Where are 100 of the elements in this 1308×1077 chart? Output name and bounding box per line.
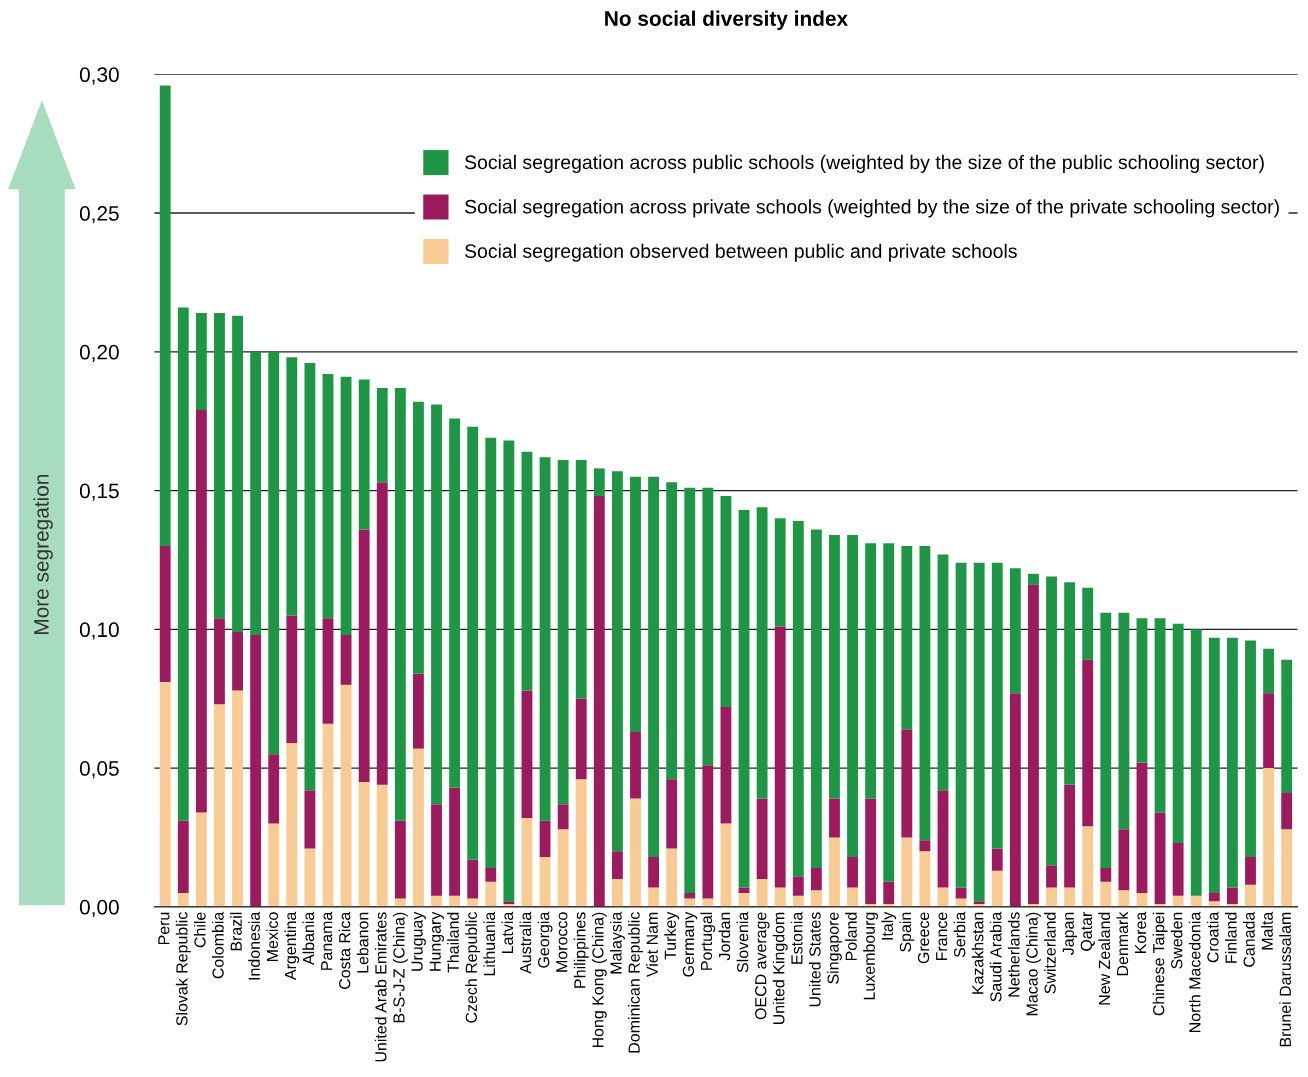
bar (1118, 829, 1130, 891)
bar (1046, 887, 1057, 907)
bar (593, 496, 605, 907)
bar (1118, 890, 1130, 907)
y-tick-label: 0,25 (79, 206, 119, 224)
bar (1100, 867, 1112, 882)
bar (991, 562, 1003, 849)
bar (1208, 892, 1220, 902)
bar (1172, 895, 1184, 907)
x-tick-label: Peru (158, 912, 170, 945)
bar (1190, 629, 1202, 896)
y-tick-label: 0,30 (79, 67, 119, 85)
x-tick-label: Denmark (1116, 911, 1129, 976)
bar (955, 887, 967, 899)
bar (304, 790, 316, 849)
bar (1208, 637, 1220, 893)
bar (792, 876, 804, 896)
bar (394, 387, 406, 821)
bar (1118, 612, 1130, 830)
x-tick-label: Chile (193, 912, 206, 948)
bar (901, 546, 913, 730)
bar (1028, 573, 1039, 585)
x-tick-label: Malta (1261, 911, 1273, 950)
bar (1281, 829, 1293, 907)
x-tick-label: Poland (845, 912, 857, 961)
x-tick-label: Singapore (827, 912, 842, 984)
x-tick-label: Japan (1062, 912, 1078, 955)
bar (177, 307, 189, 821)
bar (485, 867, 497, 882)
bar (593, 468, 605, 497)
bar (865, 798, 877, 905)
x-tick-label: Uruguay (411, 911, 426, 971)
bar (232, 632, 243, 691)
x-tick-label: Lithuania (483, 911, 496, 976)
x-tick-label: Panama (321, 911, 333, 970)
bar (666, 779, 678, 849)
x-tick-label: Serbia (953, 911, 966, 958)
bar (159, 546, 171, 683)
bar (1226, 887, 1238, 905)
bar (630, 732, 641, 799)
bar (250, 351, 262, 635)
bar (1082, 659, 1094, 827)
bar (358, 529, 370, 782)
bar (738, 887, 750, 893)
bar (1082, 587, 1094, 660)
bar (1245, 856, 1256, 885)
bar (1263, 693, 1275, 769)
x-tick-label: Chinese Taipei (1152, 912, 1168, 1016)
bar (1046, 865, 1057, 888)
bar (177, 820, 189, 893)
x-tick-label: Colombia (212, 911, 224, 979)
x-tick-label: Qatar (1080, 911, 1095, 951)
bar (521, 451, 533, 691)
bar (575, 460, 587, 699)
bar (557, 829, 569, 907)
bar (431, 404, 442, 805)
x-tick-label: United Kingdom (772, 912, 788, 1025)
bar (485, 881, 497, 907)
bar (810, 867, 822, 891)
bar (286, 615, 298, 744)
bar (1009, 693, 1021, 907)
x-tick-label: Macao (China) (1026, 912, 1041, 1016)
x-tick-label: Slovak Republic (175, 912, 191, 1026)
bar (829, 798, 840, 838)
bar (195, 812, 207, 907)
bar (268, 823, 280, 907)
bar (557, 804, 569, 830)
y-tick-label: 0,05 (79, 761, 119, 779)
bar (304, 362, 316, 791)
bar (431, 895, 442, 907)
bar (1064, 582, 1076, 785)
x-tick-label: Philippines (573, 912, 589, 988)
bar (937, 887, 949, 907)
bar (1190, 895, 1202, 907)
bar (376, 784, 388, 907)
bar (394, 820, 406, 899)
bar (1046, 576, 1057, 866)
bar (648, 476, 660, 857)
x-tick-label: Malaysia (609, 911, 625, 974)
bar (286, 743, 298, 907)
x-tick-label: Lebanon (356, 912, 369, 973)
bar (611, 851, 623, 880)
bar (467, 859, 479, 899)
x-tick-label: OECD average (755, 912, 770, 1020)
bar (485, 437, 497, 868)
x-tick-label: Thailand (447, 912, 459, 973)
bar (214, 312, 225, 619)
x-tick-label: Greece (917, 912, 930, 964)
bar (1064, 887, 1076, 907)
bar (539, 457, 551, 821)
x-tick-label: Indonesia (248, 911, 260, 980)
bar (376, 387, 388, 483)
bar (738, 510, 750, 888)
x-tick-label: Viet Nam (646, 912, 658, 978)
x-tick-label: Brazil (230, 912, 242, 951)
bar (340, 634, 352, 685)
bar (1009, 568, 1021, 694)
text: More segregation (33, 474, 53, 634)
bar (322, 723, 334, 907)
bar (611, 879, 623, 907)
